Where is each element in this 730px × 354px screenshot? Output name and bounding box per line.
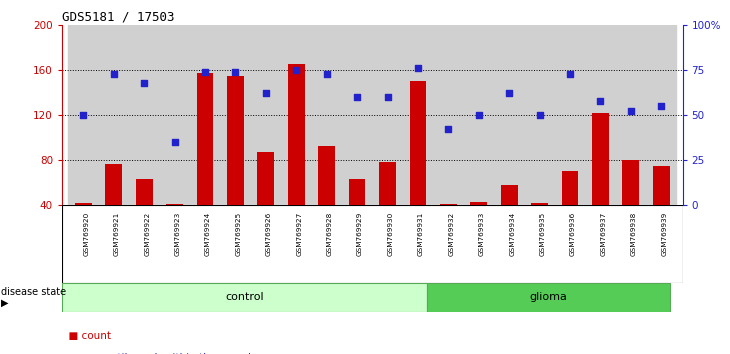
FancyBboxPatch shape	[427, 283, 670, 312]
Point	[108, 71, 120, 76]
Bar	[494, 25, 524, 205]
Text: GSM769927: GSM769927	[296, 212, 302, 256]
Bar	[433, 25, 464, 205]
Bar	[136, 179, 153, 251]
Text: GSM769935: GSM769935	[539, 212, 545, 256]
Bar	[524, 25, 555, 205]
Text: GSM769939: GSM769939	[661, 212, 667, 256]
Bar	[403, 25, 433, 205]
Text: glioma: glioma	[530, 292, 568, 302]
Text: GSM769925: GSM769925	[236, 212, 242, 256]
Bar	[288, 64, 304, 251]
Bar	[258, 152, 274, 251]
Bar	[623, 160, 639, 251]
Text: GSM769924: GSM769924	[205, 212, 211, 256]
Point	[473, 112, 485, 118]
Text: control: control	[226, 292, 264, 302]
Point	[504, 91, 515, 96]
Point	[77, 112, 89, 118]
Text: GSM769937: GSM769937	[601, 212, 607, 256]
Bar	[227, 75, 244, 251]
Text: GSM769938: GSM769938	[631, 212, 637, 256]
Bar	[312, 25, 342, 205]
Bar	[68, 25, 99, 205]
Bar	[99, 25, 129, 205]
FancyBboxPatch shape	[62, 283, 427, 312]
Bar	[585, 25, 615, 205]
Point	[412, 65, 424, 71]
Bar	[501, 185, 518, 251]
Bar	[105, 164, 122, 251]
Bar	[464, 25, 494, 205]
Bar	[190, 25, 220, 205]
Bar	[615, 25, 646, 205]
Point	[169, 139, 180, 145]
Text: GSM769928: GSM769928	[327, 212, 333, 256]
Bar	[410, 81, 426, 251]
Bar	[220, 25, 250, 205]
Bar	[555, 25, 585, 205]
Text: GSM769934: GSM769934	[510, 212, 515, 256]
Text: ■ count: ■ count	[62, 331, 111, 341]
Point	[321, 71, 333, 76]
Text: GSM769923: GSM769923	[174, 212, 180, 256]
Point	[139, 80, 150, 85]
Point	[291, 67, 302, 73]
Point	[534, 112, 545, 118]
Text: GDS5181 / 17503: GDS5181 / 17503	[62, 11, 174, 24]
Bar	[592, 113, 609, 251]
Bar	[318, 145, 335, 251]
Bar	[250, 25, 281, 205]
Text: GSM769932: GSM769932	[448, 212, 454, 256]
Point	[199, 69, 211, 75]
Point	[564, 71, 576, 76]
Bar	[349, 179, 366, 251]
Point	[351, 94, 363, 100]
Text: ▶: ▶	[1, 298, 8, 308]
Text: GSM769931: GSM769931	[418, 212, 424, 256]
Point	[382, 94, 393, 100]
Bar	[531, 203, 548, 251]
Point	[442, 127, 454, 132]
Bar	[342, 25, 372, 205]
Text: GSM769933: GSM769933	[479, 212, 485, 256]
Bar	[159, 25, 190, 205]
Point	[230, 69, 242, 75]
Bar	[196, 73, 213, 251]
Bar	[653, 166, 669, 251]
Point	[595, 98, 607, 103]
Text: GSM769922: GSM769922	[145, 212, 150, 256]
Bar	[129, 25, 159, 205]
Text: GSM769926: GSM769926	[266, 212, 272, 256]
Point	[656, 103, 667, 109]
Text: disease state: disease state	[1, 287, 66, 297]
Bar	[470, 202, 487, 251]
Point	[260, 91, 272, 96]
Bar	[372, 25, 403, 205]
Text: ■ percentile rank within the sample: ■ percentile rank within the sample	[62, 353, 258, 354]
Bar	[166, 204, 183, 251]
Text: GSM769936: GSM769936	[570, 212, 576, 256]
Bar	[440, 204, 457, 251]
Text: GSM769929: GSM769929	[357, 212, 363, 256]
Bar	[75, 203, 92, 251]
Bar	[281, 25, 312, 205]
Bar	[561, 171, 578, 251]
Text: GSM769930: GSM769930	[388, 212, 393, 256]
Text: GSM769920: GSM769920	[83, 212, 89, 256]
Bar	[379, 162, 396, 251]
Bar	[646, 25, 677, 205]
Text: GSM769921: GSM769921	[114, 212, 120, 256]
Point	[625, 109, 637, 114]
